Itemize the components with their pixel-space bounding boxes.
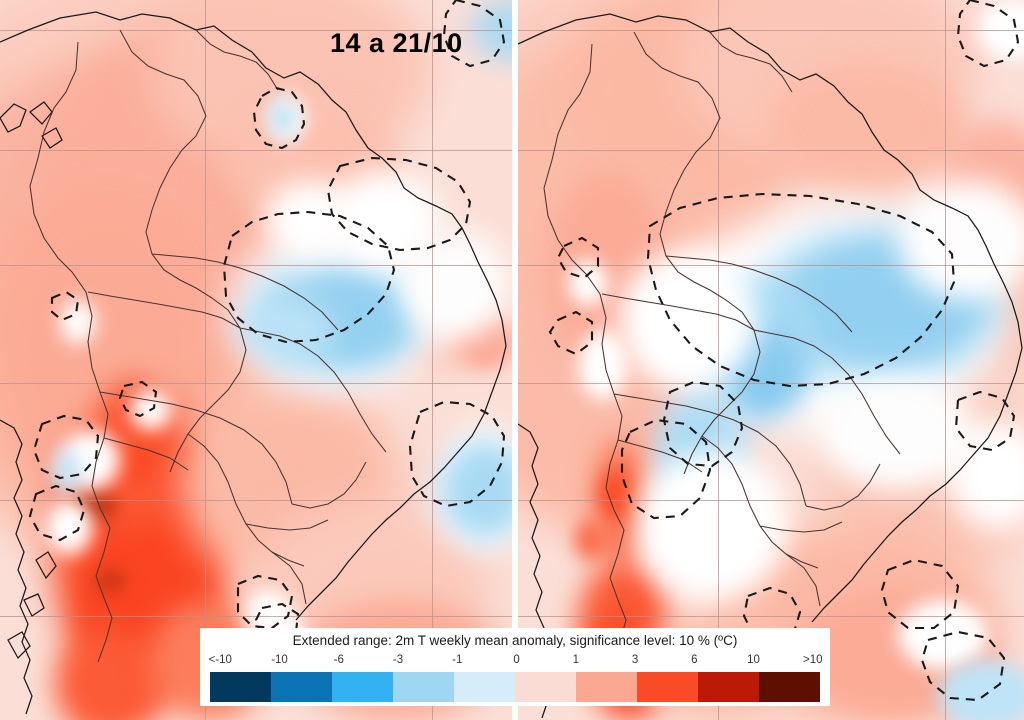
colorbar-swatch-3 [393, 672, 454, 702]
colorbar-tick-2: -6 [333, 654, 344, 666]
colorbar-tick-8: 6 [691, 654, 698, 666]
map-panel-left: 14 a 21/10 [0, 0, 512, 720]
colorbar-swatch-8 [698, 672, 759, 702]
map-canvas-left [0, 0, 512, 720]
colorbar-caption: Extended range: 2m T weekly mean anomaly… [292, 633, 738, 648]
panel-title-left: 14 a 21/10 [330, 28, 463, 58]
colorbar-tick-7: 3 [631, 654, 639, 666]
colorbar-tick-9: 10 [747, 654, 760, 666]
colorbar-tick-4: -1 [452, 654, 463, 666]
panel-divider [512, 0, 518, 720]
colorbar-tick-labels: <-10 -10 -6 -3 -1 0 1 3 6 10 >10 [208, 654, 823, 670]
colorbar-tick-6: 1 [572, 654, 579, 666]
colorbar-swatch-4 [454, 672, 515, 702]
colorbar-tick-3: -3 [392, 654, 404, 666]
colorbar-swatch-0 [210, 672, 271, 702]
colorbar-tick-1: -10 [271, 654, 288, 666]
colorbar-swatch-2 [332, 672, 393, 702]
colorbar-swatch-5 [515, 672, 576, 702]
colorbar-swatch-6 [576, 672, 637, 702]
colorbar-swatch-1 [271, 672, 332, 702]
colorbar-tick-5: 0 [513, 654, 520, 666]
colorbar-swatch-9 [759, 672, 820, 702]
colorbar-swatches [210, 672, 820, 702]
colorbar-tick-10: >10 [803, 654, 823, 666]
colorbar-legend: Extended range: 2m T weekly mean anomaly… [200, 628, 830, 706]
map-canvas-right [518, 0, 1024, 720]
colorbar-swatch-7 [637, 672, 698, 702]
colorbar-tick-0: <-10 [208, 654, 232, 666]
map-panel-right: 21 a 28/10 [518, 0, 1024, 720]
